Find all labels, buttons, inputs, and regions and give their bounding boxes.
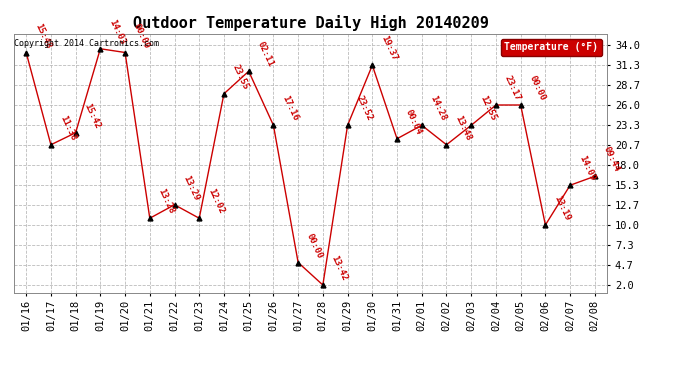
Text: 13:48: 13:48 <box>453 114 473 142</box>
Text: 14:09: 14:09 <box>577 154 597 183</box>
Text: 15:48: 15:48 <box>33 21 52 50</box>
Text: 00:00: 00:00 <box>132 21 152 50</box>
Text: 13:28: 13:28 <box>157 187 176 216</box>
Title: Outdoor Temperature Daily High 20140209: Outdoor Temperature Daily High 20140209 <box>132 15 489 31</box>
Text: 13:42: 13:42 <box>330 254 349 282</box>
Text: 23:17: 23:17 <box>503 74 522 102</box>
Text: 02:11: 02:11 <box>255 40 275 69</box>
Text: 00:00: 00:00 <box>305 231 324 260</box>
Text: 13:19: 13:19 <box>552 194 572 222</box>
Text: 13:29: 13:29 <box>181 174 201 202</box>
Text: Copyright 2014 Cartronics.com: Copyright 2014 Cartronics.com <box>14 39 159 48</box>
Text: 14:28: 14:28 <box>428 94 448 123</box>
Text: 09:44: 09:44 <box>602 145 621 174</box>
Text: 19:37: 19:37 <box>380 34 399 63</box>
Legend: Temperature (°F): Temperature (°F) <box>500 39 602 56</box>
Text: 00:00: 00:00 <box>528 74 547 102</box>
Text: 17:16: 17:16 <box>280 94 300 123</box>
Text: 00:04: 00:04 <box>404 108 424 136</box>
Text: 23:52: 23:52 <box>355 94 374 123</box>
Text: 15:42: 15:42 <box>83 102 102 130</box>
Text: 12:55: 12:55 <box>478 94 497 123</box>
Text: 11:38: 11:38 <box>58 114 77 142</box>
Text: 12:02: 12:02 <box>206 187 226 216</box>
Text: 23:55: 23:55 <box>231 63 250 91</box>
Text: 14:03: 14:03 <box>107 18 127 46</box>
